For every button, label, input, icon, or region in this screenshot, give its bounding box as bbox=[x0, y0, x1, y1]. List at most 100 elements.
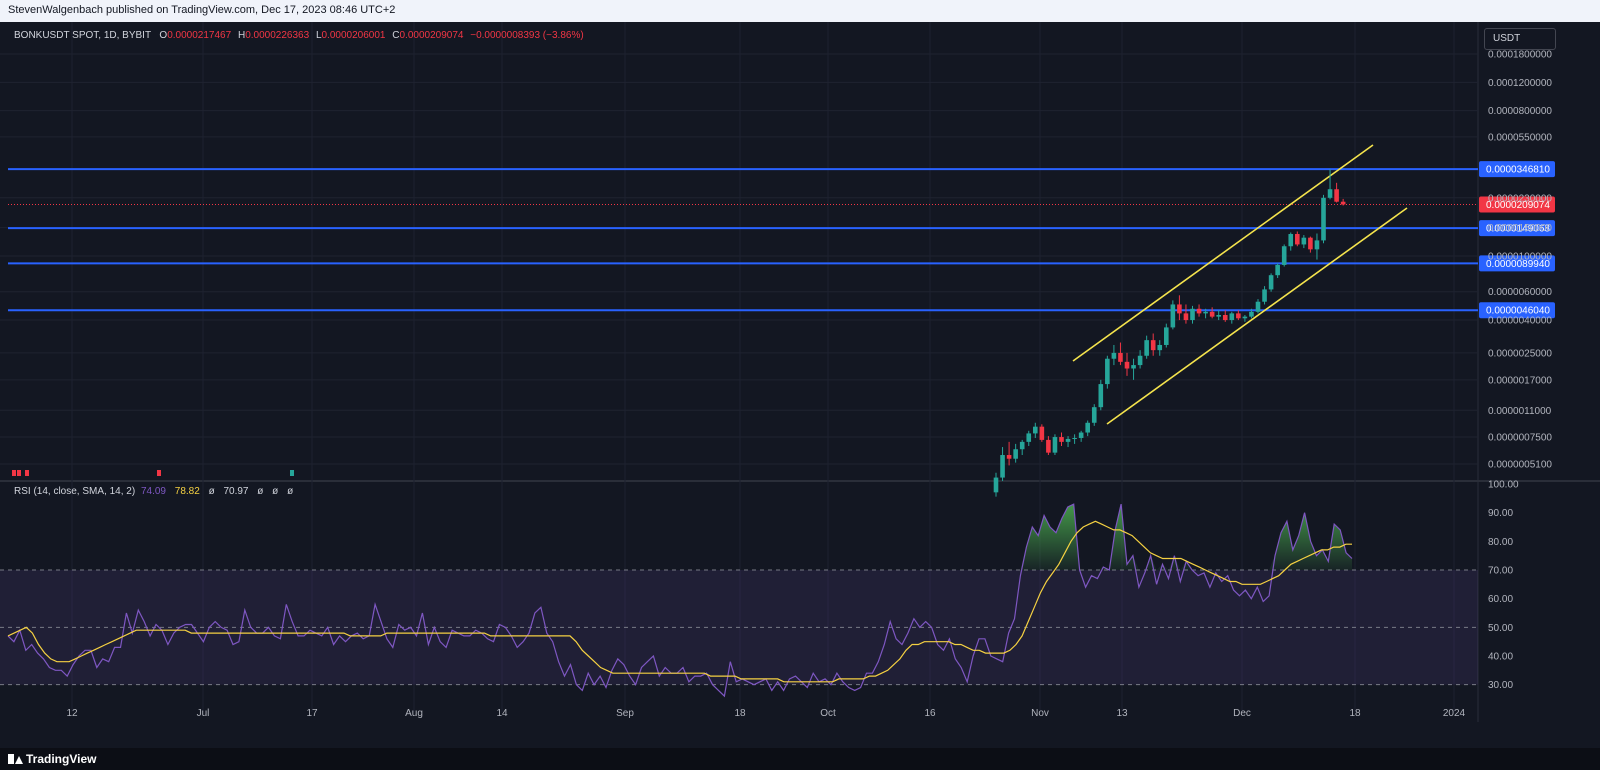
rsi-name: RSI (14, close, SMA, 14, 2) bbox=[14, 486, 136, 497]
channel-lower-line[interactable] bbox=[1106, 207, 1408, 425]
symbol-legend[interactable]: BONKUSDT SPOT, 1D, BYBIT O0.0000217467 H… bbox=[14, 30, 588, 41]
candle bbox=[1039, 424, 1045, 442]
price-tick-label: 0.0000060000 bbox=[1488, 287, 1552, 298]
candle bbox=[1026, 430, 1032, 446]
time-tick-label: Aug bbox=[405, 708, 423, 719]
rsi-na-1: ø bbox=[208, 486, 215, 497]
open-value: 0.0000217467 bbox=[167, 30, 232, 41]
candle bbox=[1033, 422, 1038, 438]
low-label: L bbox=[315, 30, 322, 41]
horizontal-levels[interactable]: 0.00003468100.00001490680.00000899400.00… bbox=[8, 161, 1555, 319]
price-tick-label: 0.0000017000 bbox=[1488, 375, 1552, 386]
candle bbox=[1281, 244, 1287, 267]
candle-body bbox=[1288, 234, 1294, 247]
candle bbox=[1059, 432, 1064, 446]
candle-body bbox=[1340, 201, 1346, 205]
close-label: C bbox=[392, 30, 400, 41]
rsi-axis[interactable]: 100.00 90.00 80.00 70.00 60.00 50.00 40.00 30.0… bbox=[1488, 480, 1519, 692]
price-tick-label: 0.0000550000 bbox=[1488, 132, 1552, 143]
candle-body bbox=[1091, 407, 1097, 423]
early-candle bbox=[12, 470, 16, 476]
candle-body bbox=[1295, 234, 1300, 245]
high-label: H bbox=[237, 30, 246, 41]
price-tick-label: 0.0000011000 bbox=[1488, 406, 1552, 417]
candle bbox=[1006, 441, 1012, 466]
candle bbox=[1105, 355, 1110, 389]
rsi-tick-label: 80.00 bbox=[1488, 537, 1513, 548]
candle bbox=[1340, 198, 1346, 206]
price-tick-label: 0.0000040000 bbox=[1488, 316, 1552, 327]
candle-body bbox=[1052, 437, 1058, 453]
early-candle bbox=[25, 470, 29, 476]
candle bbox=[1314, 233, 1320, 260]
candle bbox=[1203, 308, 1208, 319]
candle-body bbox=[1268, 275, 1274, 290]
time-tick-label: 14 bbox=[496, 708, 508, 719]
brand-text: TradingView bbox=[26, 752, 97, 766]
candle bbox=[1236, 310, 1241, 321]
candle bbox=[1275, 263, 1280, 279]
rsi-tick-label: 90.00 bbox=[1488, 508, 1513, 519]
rsi-value: 74.09 bbox=[140, 486, 166, 497]
candle bbox=[1111, 344, 1117, 366]
candle-body bbox=[1033, 426, 1038, 434]
close-value: 0.0000209074 bbox=[399, 30, 464, 41]
tradingview-logo: TradingView bbox=[8, 752, 96, 766]
candle-body bbox=[1150, 340, 1156, 351]
candle bbox=[1183, 304, 1189, 324]
candle bbox=[1301, 235, 1307, 249]
channel-upper-line[interactable] bbox=[1072, 144, 1374, 362]
price-axis[interactable]: 0.0001800000 0.0001200000 0.0000800000 0.00… bbox=[1488, 50, 1552, 471]
level-price-tag bbox=[1479, 161, 1555, 178]
early-candle bbox=[290, 470, 294, 476]
candle bbox=[1268, 273, 1274, 292]
candle bbox=[1137, 350, 1143, 369]
candle bbox=[1288, 232, 1294, 251]
time-tick-label: 17 bbox=[306, 708, 318, 719]
symbol-info: BONKUSDT SPOT, 1D, BYBIT bbox=[14, 30, 152, 41]
candle-body bbox=[1177, 304, 1182, 314]
candle-body bbox=[1124, 361, 1130, 369]
rsi-pane[interactable] bbox=[0, 483, 1478, 713]
currency-button[interactable]: USDT bbox=[1484, 28, 1556, 50]
candle-body bbox=[1006, 455, 1012, 459]
time-axis[interactable]: 12 Jul 17 Aug 14 Sep 18 Oct 16 Nov 13 Dec 18 2024 bbox=[66, 708, 1465, 719]
level-price-label: 0.0000149068 bbox=[1486, 224, 1550, 235]
candle-body bbox=[1321, 197, 1326, 241]
rsi-line bbox=[7, 503, 1353, 698]
rsi-legend[interactable]: RSI (14, close, SMA, 14, 2) 74.09 78.82 … bbox=[14, 486, 293, 497]
time-tick-label: 13 bbox=[1116, 708, 1128, 719]
candle bbox=[1262, 286, 1267, 305]
candle bbox=[1229, 311, 1235, 324]
early-candle bbox=[157, 470, 161, 476]
candle-body bbox=[1262, 289, 1267, 302]
candle-body bbox=[993, 477, 999, 493]
price-tick-label: 0.0000150000 bbox=[1488, 223, 1552, 234]
candle bbox=[1170, 300, 1176, 330]
candle-body bbox=[1308, 237, 1313, 250]
candle-body bbox=[1281, 246, 1287, 265]
price-pane[interactable] bbox=[0, 22, 1478, 480]
brand-bar: TradingView bbox=[0, 748, 1600, 770]
high-value: 0.0000226363 bbox=[245, 30, 310, 41]
candle-body bbox=[1334, 189, 1339, 202]
level-price-label: 0.0000089940 bbox=[1486, 259, 1550, 270]
chart-canvas[interactable]: 0.00003468100.00001490680.00000899400.00… bbox=[0, 22, 1600, 748]
level-price-label: 0.0000046040 bbox=[1486, 306, 1550, 317]
rsi-na-3: ø bbox=[272, 486, 279, 497]
candle bbox=[1249, 308, 1254, 319]
price-tick-label: 0.0000005100 bbox=[1488, 460, 1552, 471]
candle bbox=[1327, 169, 1333, 200]
candle bbox=[1216, 310, 1221, 321]
price-tick-label: 0.0001800000 bbox=[1488, 50, 1552, 61]
candle-body bbox=[1242, 316, 1248, 319]
price-tick-label: 0.0000025000 bbox=[1488, 348, 1552, 359]
candle bbox=[1118, 342, 1123, 366]
candle-body bbox=[1137, 355, 1143, 366]
tradingview-logo-icon bbox=[8, 754, 23, 764]
candle bbox=[1098, 379, 1104, 411]
candle-body bbox=[1216, 314, 1221, 317]
candle bbox=[1209, 307, 1215, 319]
time-tick-label: Jul bbox=[197, 708, 210, 719]
ascending-channel[interactable] bbox=[1072, 144, 1408, 425]
